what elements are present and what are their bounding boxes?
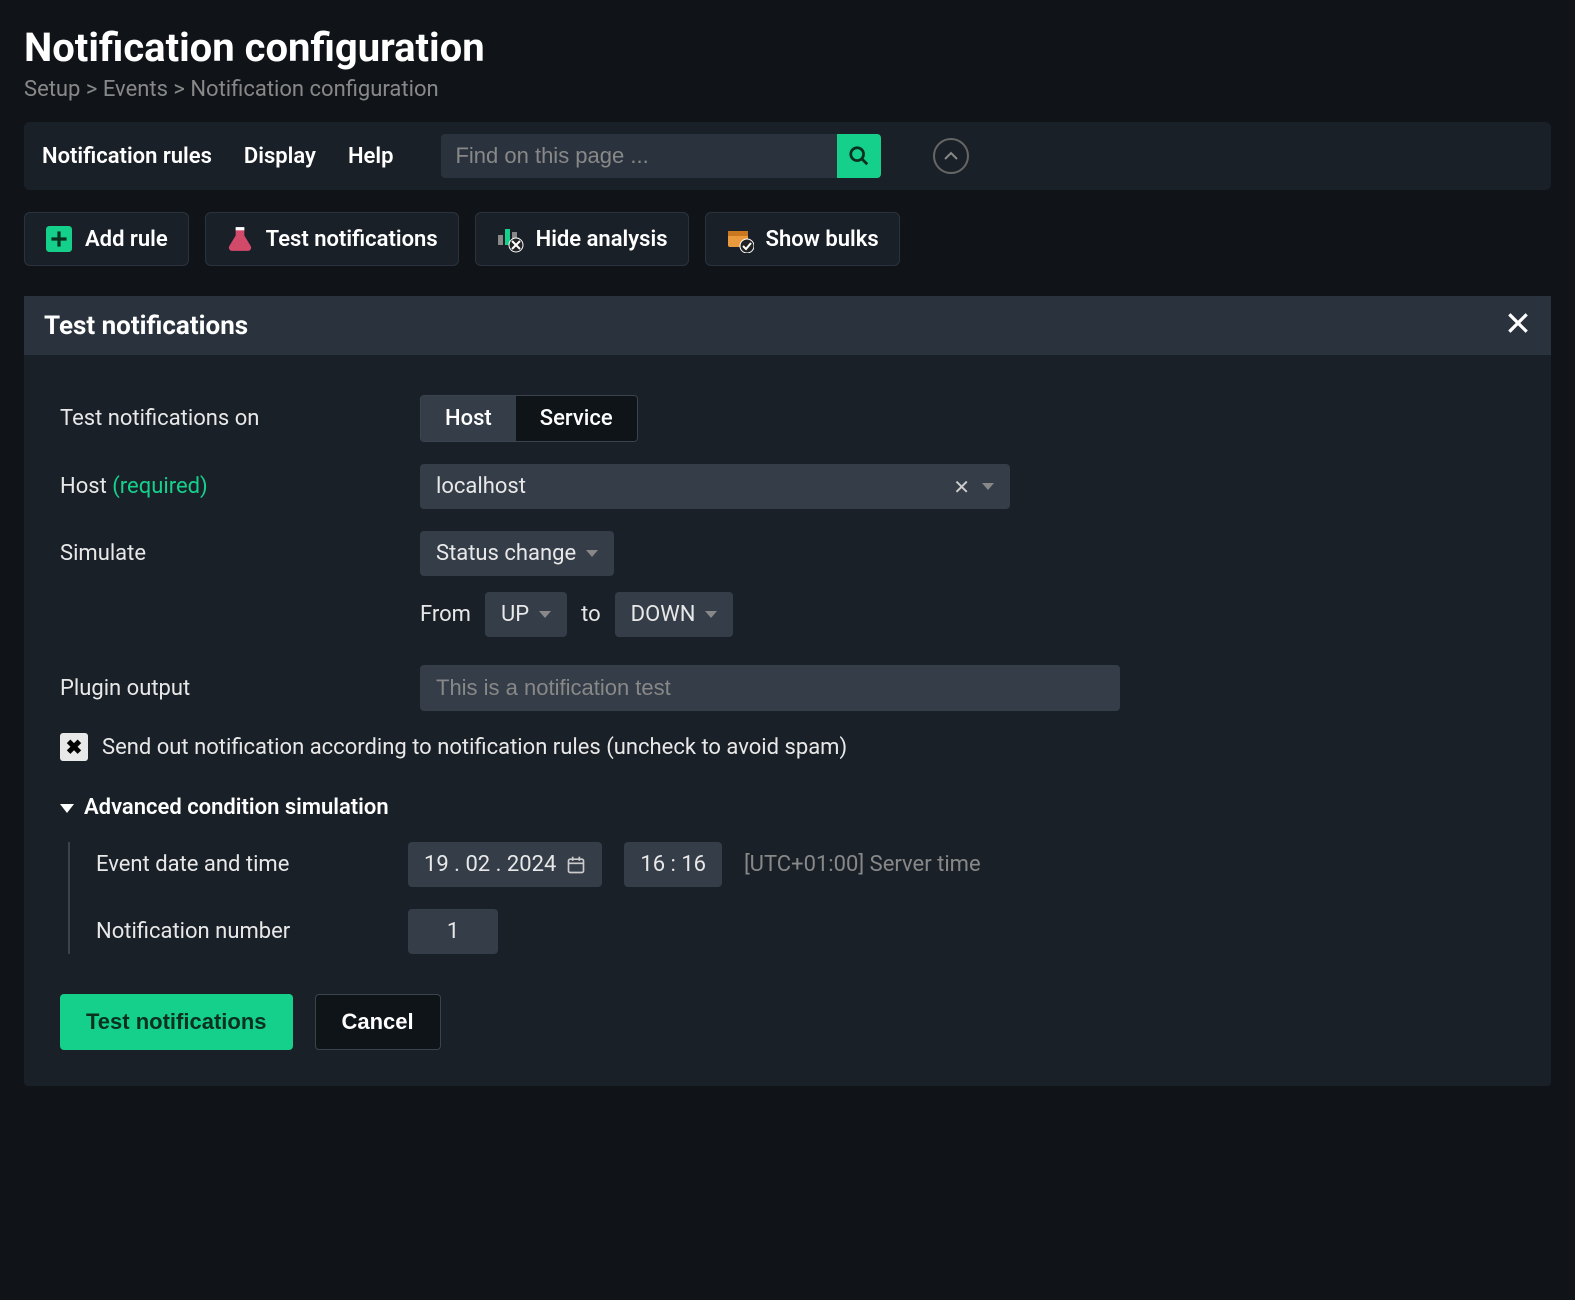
nav-help[interactable]: Help bbox=[348, 144, 394, 169]
chevron-down-icon bbox=[982, 483, 994, 490]
to-value: DOWN bbox=[631, 602, 696, 627]
plugin-output-input[interactable] bbox=[420, 665, 1120, 711]
advanced-toggle[interactable]: Advanced condition simulation bbox=[60, 795, 1515, 820]
advanced-block: Event date and time 19 . 02 . 2024 16 : … bbox=[68, 842, 1515, 954]
test-panel: Test notifications Test notifications on… bbox=[24, 296, 1551, 1086]
check-icon: ✖ bbox=[66, 735, 83, 759]
analysis-icon bbox=[496, 225, 524, 253]
chevron-down-icon bbox=[705, 611, 717, 618]
event-date-value: 19 . 02 . 2024 bbox=[424, 852, 556, 877]
simulate-label: Simulate bbox=[60, 541, 420, 566]
notif-num-label: Notification number bbox=[96, 919, 386, 944]
from-label: From bbox=[420, 602, 471, 627]
from-value: UP bbox=[501, 602, 529, 627]
event-time-value: 16 : 16 bbox=[640, 852, 706, 877]
plugin-label: Plugin output bbox=[60, 676, 420, 701]
panel-title: Test notifications bbox=[44, 311, 248, 341]
toggle-service[interactable]: Service bbox=[516, 396, 637, 441]
hide-analysis-button[interactable]: Hide analysis bbox=[475, 212, 689, 266]
search-input[interactable] bbox=[441, 135, 837, 177]
collapse-toggle[interactable] bbox=[933, 138, 969, 174]
timezone-label: [UTC+01:00] Server time bbox=[744, 852, 981, 877]
host-label-text: Host bbox=[60, 474, 107, 499]
event-date-input[interactable]: 19 . 02 . 2024 bbox=[408, 842, 602, 887]
toolbar: Add rule Test notifications Hide analysi… bbox=[24, 212, 1551, 266]
chevron-down-icon bbox=[586, 550, 598, 557]
panel-body: Test notifications on Host Service Host … bbox=[24, 355, 1551, 1086]
chevron-down-icon bbox=[539, 611, 551, 618]
test-on-label: Test notifications on bbox=[60, 406, 420, 431]
nav-rules[interactable]: Notification rules bbox=[42, 144, 212, 169]
close-icon bbox=[1505, 310, 1531, 336]
close-button[interactable] bbox=[1505, 310, 1531, 341]
to-label: to bbox=[581, 602, 601, 627]
test-notifications-submit[interactable]: Test notifications bbox=[60, 994, 293, 1050]
send-checkbox[interactable]: ✖ bbox=[60, 733, 88, 761]
calendar-icon bbox=[566, 855, 586, 875]
simulate-select[interactable]: Status change bbox=[420, 531, 614, 576]
flask-icon bbox=[226, 225, 254, 253]
page-title: Notification configuration bbox=[24, 24, 1551, 71]
test-notifications-button[interactable]: Test notifications bbox=[205, 212, 459, 266]
show-bulks-button[interactable]: Show bulks bbox=[705, 212, 900, 266]
chevron-down-icon bbox=[60, 804, 74, 813]
host-service-toggle: Host Service bbox=[420, 395, 638, 442]
from-select[interactable]: UP bbox=[485, 592, 567, 637]
search-button[interactable] bbox=[837, 134, 881, 178]
add-rule-label: Add rule bbox=[85, 227, 168, 252]
chevron-up-icon bbox=[944, 151, 958, 161]
notif-num-value: 1 bbox=[424, 919, 482, 944]
clear-icon[interactable]: ✕ bbox=[953, 475, 970, 499]
search-box bbox=[441, 134, 881, 178]
show-bulks-label: Show bulks bbox=[766, 227, 879, 252]
add-rule-button[interactable]: Add rule bbox=[24, 212, 189, 266]
host-value: localhost bbox=[436, 474, 526, 499]
navbar: Notification rules Display Help bbox=[24, 122, 1551, 190]
event-label: Event date and time bbox=[96, 852, 386, 877]
notif-num-input[interactable]: 1 bbox=[408, 909, 498, 954]
plus-icon bbox=[45, 225, 73, 253]
panel-header: Test notifications bbox=[24, 296, 1551, 355]
advanced-title: Advanced condition simulation bbox=[84, 795, 389, 820]
nav-display[interactable]: Display bbox=[244, 144, 316, 169]
cancel-button[interactable]: Cancel bbox=[315, 994, 441, 1050]
search-icon bbox=[848, 145, 870, 167]
to-select[interactable]: DOWN bbox=[615, 592, 734, 637]
simulate-value: Status change bbox=[436, 541, 576, 566]
event-time-input[interactable]: 16 : 16 bbox=[624, 842, 722, 887]
toggle-host[interactable]: Host bbox=[421, 396, 516, 441]
host-select[interactable]: localhost ✕ bbox=[420, 464, 1010, 509]
required-text: (required) bbox=[112, 474, 207, 499]
hide-analysis-label: Hide analysis bbox=[536, 227, 668, 252]
host-label: Host (required) bbox=[60, 474, 420, 499]
breadcrumb: Setup > Events > Notification configurat… bbox=[24, 77, 1551, 102]
box-icon bbox=[726, 225, 754, 253]
checkbox-label: Send out notification according to notif… bbox=[102, 735, 847, 760]
test-notifications-label: Test notifications bbox=[266, 227, 438, 252]
